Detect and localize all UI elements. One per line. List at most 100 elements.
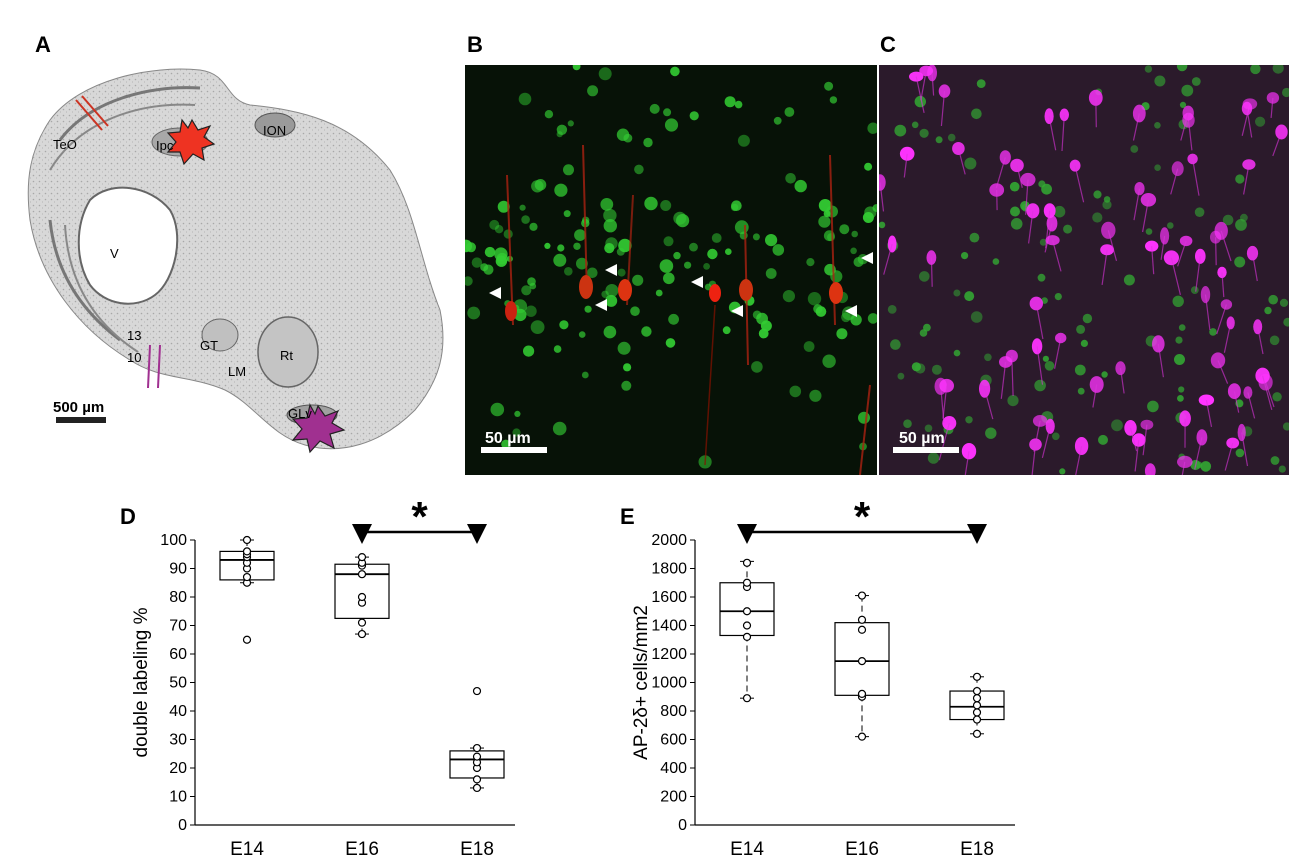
data-point xyxy=(857,657,867,666)
x-tick-label: E16 xyxy=(845,839,879,860)
panel-letter-a: A xyxy=(35,32,51,57)
ventricle xyxy=(77,186,179,305)
panel-letter-d: D xyxy=(120,504,136,529)
data-point xyxy=(742,607,752,616)
data-point xyxy=(742,578,752,587)
magenta-marker-line-2 xyxy=(157,344,161,389)
y-tick-label: 1600 xyxy=(651,589,687,606)
red-fibers-b xyxy=(505,144,871,475)
data-point xyxy=(242,572,252,582)
scalebar-c-label: 50 µm xyxy=(899,430,945,447)
y-tick-label: 1800 xyxy=(651,561,687,578)
significance-arrow xyxy=(737,524,757,544)
data-point xyxy=(357,570,367,579)
data-point xyxy=(472,752,482,761)
glv-star-icon xyxy=(291,403,346,454)
panel-letter-e: E xyxy=(620,504,635,529)
data-point xyxy=(357,618,367,627)
y-tick-label: 100 xyxy=(160,532,187,549)
x-tick-label: E18 xyxy=(960,839,994,860)
magenta-cells-c xyxy=(879,65,1289,475)
scalebar-a xyxy=(56,417,106,423)
label-13: 13 xyxy=(127,328,141,343)
data-point xyxy=(742,621,752,630)
label-ion: ION xyxy=(263,123,286,138)
panel-c-fluorescence: 50 µm xyxy=(879,65,1289,475)
data-point xyxy=(857,615,867,624)
label-10: 10 xyxy=(127,350,141,365)
magenta-marker-line-1 xyxy=(147,344,151,389)
data-point xyxy=(972,672,982,681)
chart-d-double-labeling: 0 10 20 30 40 50 60 70 80 90 100 double labeling % E… xyxy=(131,495,515,860)
label-ipc: Ipc xyxy=(156,138,174,153)
y-tick-label: 70 xyxy=(169,618,187,635)
data-point xyxy=(242,547,252,556)
y-tick-label: 20 xyxy=(169,760,187,777)
data-point xyxy=(742,558,752,567)
significance-star: * xyxy=(411,495,428,540)
green-cells-b xyxy=(465,65,877,469)
y-axis-label: AP-2δ+ cells/mm2 xyxy=(631,605,652,760)
scalebar-b-label: 50 µm xyxy=(485,430,531,447)
y-tick-label: 10 xyxy=(169,789,187,806)
ipc-star-icon xyxy=(166,118,216,166)
y-tick-label: 90 xyxy=(169,561,187,578)
y-tick-label: 1000 xyxy=(651,675,687,692)
y-tick-label: 30 xyxy=(169,732,187,749)
data-point xyxy=(972,708,982,717)
data-point xyxy=(742,632,752,641)
data-point xyxy=(972,686,982,696)
panel-letter-c: C xyxy=(880,32,896,57)
scalebar-a-label: 500 µm xyxy=(53,399,104,416)
y-tick-label: 1400 xyxy=(651,618,687,635)
scalebar-c xyxy=(893,447,959,453)
y-tick-label: 600 xyxy=(660,732,687,749)
x-tick-label: E14 xyxy=(730,839,764,860)
y-tick-label: 0 xyxy=(678,817,687,834)
tissue-outline xyxy=(27,68,444,450)
scalebar-b xyxy=(481,447,547,453)
y-tick-label: 200 xyxy=(660,789,687,806)
ion-nucleus xyxy=(254,112,296,138)
data-point xyxy=(357,552,367,562)
y-tick-label: 80 xyxy=(169,589,187,606)
gt-nucleus xyxy=(201,318,239,352)
data-point xyxy=(472,686,482,696)
significance-star: * xyxy=(854,495,871,540)
data-point xyxy=(242,635,252,644)
y-tick-label: 40 xyxy=(169,703,187,720)
y-tick-label: 0 xyxy=(178,817,187,834)
data-point xyxy=(472,743,482,753)
data-point xyxy=(742,694,752,703)
panel-letter-b: B xyxy=(467,32,483,57)
panel-b-fluorescence: 50 µm xyxy=(465,65,877,475)
y-tick-label: 60 xyxy=(169,646,187,663)
rt-nucleus xyxy=(257,316,319,388)
red-marker-line-1 xyxy=(75,99,103,131)
data-point xyxy=(972,729,982,738)
y-tick-label: 1200 xyxy=(651,646,687,663)
x-tick-label: E18 xyxy=(460,839,494,860)
data-point xyxy=(857,625,867,634)
x-tick-label: E14 xyxy=(230,839,264,860)
y-axis-label: double labeling % xyxy=(131,607,152,757)
arrowheads-b xyxy=(489,252,873,317)
data-point xyxy=(972,701,982,710)
label-teo: TeO xyxy=(53,137,77,152)
data-point xyxy=(857,732,867,741)
y-tick-label: 2000 xyxy=(651,532,687,549)
significance-arrow xyxy=(467,524,487,544)
data-point xyxy=(857,689,867,698)
label-v: V xyxy=(110,246,119,261)
label-lm: LM xyxy=(228,364,246,379)
significance-arrow xyxy=(352,524,372,544)
red-marker-line-2 xyxy=(81,95,109,127)
data-point xyxy=(472,775,482,784)
label-gt: GT xyxy=(200,338,218,353)
label-glv: GLv xyxy=(288,406,312,421)
data-point xyxy=(857,591,867,600)
y-tick-label: 50 xyxy=(169,675,187,692)
data-point xyxy=(242,535,252,545)
chart-e-ap2-density: 0 200 400 600 800 1000 1200 1400 1600 1800 2000 AP-… xyxy=(631,495,1015,860)
data-point xyxy=(357,592,367,602)
